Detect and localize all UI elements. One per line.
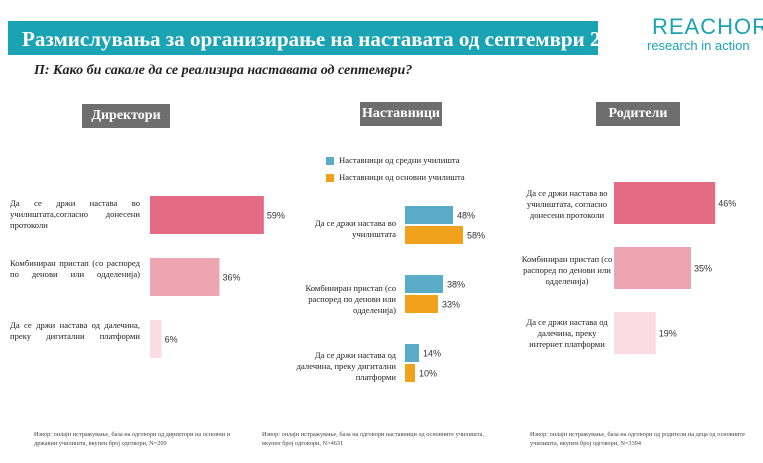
parents-bar-3 — [614, 312, 656, 354]
directors-source: Извор: онлајн истражување, база на одгов… — [34, 431, 231, 447]
teachers-value-label-secondary-3: 14% — [423, 349, 441, 359]
teachers-bar-chart: 48% 58% 38% 33% 14% 10% — [405, 206, 485, 382]
parents-category-2-label: Комбиниран пристап (со распоред по денов… — [521, 254, 613, 286]
teachers-value-label-primary-3: 10% — [419, 369, 437, 379]
teachers-category-1-label: Да се држи настава во училиштата — [314, 218, 396, 239]
parents-bar-chart: 46% 35% 19% — [614, 182, 736, 354]
parents-bar-2 — [614, 247, 691, 289]
directors-value-label-3: 6% — [165, 335, 178, 345]
parents-value-label-2: 35% — [694, 264, 712, 274]
title-bar — [8, 21, 598, 55]
teachers-category-2-label: Комбиниран пристап (со распоред по денов… — [305, 283, 397, 315]
legend-label-secondary: Наставници од средни училишта — [339, 155, 460, 165]
legend-primary-teachers: Наставници од основни училишта — [326, 172, 465, 183]
teachers-bar-secondary-1 — [405, 206, 453, 224]
teachers-bar-primary-3 — [405, 364, 415, 382]
directors-value-label-1: 59% — [267, 211, 285, 221]
teachers-value-label-secondary-1: 48% — [457, 211, 475, 221]
logo-reactor: REACHOR — [652, 14, 763, 39]
directors-value-label-2: 36% — [222, 273, 240, 283]
directors-header: Директори — [82, 104, 170, 128]
directors-category-1-label: Да се држи настава во училиштата,согласн… — [10, 198, 140, 230]
logo-tagline: research in action — [647, 38, 750, 53]
teachers-source: Извор: онлајн истражување, база на одгов… — [262, 431, 484, 447]
directors-category-3-label: Да се држи настава од далечина, преку ди… — [10, 320, 140, 341]
teachers-value-label-primary-2: 33% — [442, 300, 460, 310]
directors-bar-1 — [150, 196, 264, 234]
teachers-bar-secondary-2 — [405, 275, 443, 293]
teachers-bar-secondary-3 — [405, 344, 419, 362]
legend-label-primary: Наставници од основни училишта — [339, 172, 465, 182]
teachers-value-label-secondary-2: 38% — [447, 280, 465, 290]
teachers-header: Наставници — [360, 102, 442, 126]
parents-header: Родители — [596, 102, 680, 126]
legend-swatch-blue — [326, 157, 334, 166]
page-title: Размислувања за организирање на настават… — [22, 27, 632, 51]
directors-bar-2 — [150, 258, 220, 296]
parents-value-label-1: 46% — [718, 199, 736, 209]
legend-swatch-orange — [326, 174, 334, 183]
survey-question: П: Како би сакале да се реализира настав… — [34, 63, 413, 78]
directors-bar-3 — [150, 320, 162, 358]
directors-bar-chart: 59% 36% 6% — [150, 196, 285, 358]
parents-source: Извор: онлајн истражување, база на одгов… — [530, 431, 746, 447]
parents-category-1-label: Да се држи настава во училиштата, соглас… — [526, 188, 608, 220]
legend-secondary-teachers: Наставници од средни училишта — [326, 155, 460, 166]
parents-value-label-3: 19% — [659, 329, 677, 339]
directors-category-2-label: Комбиниран пристап (со распоред по денов… — [10, 258, 140, 279]
teachers-category-3-label: Да се држи настава од далечина, преку ди… — [296, 350, 396, 382]
parents-category-3-label: Да се држи настава од далечина, преку ин… — [526, 317, 608, 349]
teachers-bar-primary-2 — [405, 295, 438, 313]
teachers-bar-primary-1 — [405, 226, 463, 244]
parents-bar-1 — [614, 182, 716, 224]
teachers-value-label-primary-1: 58% — [467, 231, 485, 241]
